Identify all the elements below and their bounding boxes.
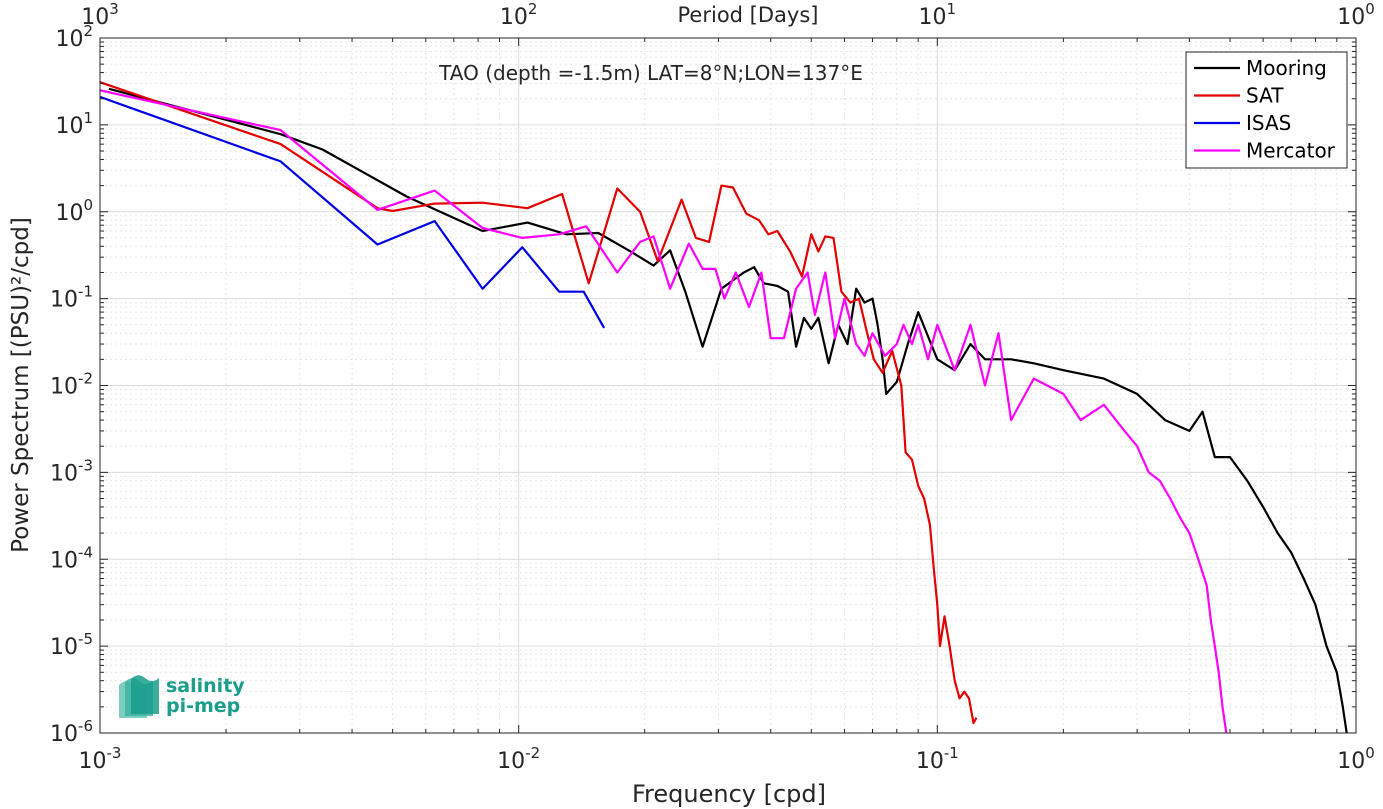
top-x-tick-label: 102 [500, 0, 538, 30]
series-line-mooring [108, 87, 1348, 734]
legend-box [1185, 51, 1348, 169]
top-x-tick-label: 100 [1337, 0, 1375, 30]
legend-label-sat: SAT [1246, 84, 1284, 108]
y-tick-label: 10-1 [50, 283, 93, 313]
y-tick-label: 10-4 [50, 543, 93, 573]
series-line-isas [99, 95, 606, 329]
series-line-sat [99, 81, 978, 725]
y-tick-label: 101 [55, 109, 93, 139]
x-tick-label: 100 [1337, 744, 1375, 774]
y-tick-label: 10-5 [50, 630, 93, 660]
logo-text-salinity: salinity [166, 675, 245, 697]
x-tick-label: 10-2 [497, 744, 540, 774]
legend-label-mooring: Mooring [1246, 56, 1327, 80]
top-x-axis-label: Period [Days] [678, 3, 819, 27]
y-tick-label: 100 [55, 196, 93, 226]
top-x-tick-label: 103 [81, 0, 119, 30]
y-tick-label: 10-2 [50, 370, 93, 400]
y-tick-label: 10-6 [50, 717, 93, 747]
x-tick-label: 10-1 [916, 744, 959, 774]
legend: Mooring SAT ISAS Mercator [1185, 51, 1348, 169]
legend-label-isas: ISAS [1246, 111, 1291, 135]
x-axis-label: Frequency [cpd] [632, 780, 826, 808]
y-tick-label: 10-3 [50, 456, 93, 486]
logo-text-pi-mep: pi-mep [166, 695, 240, 717]
salinity-pi-mep-logo: salinity pi-mep [119, 675, 245, 718]
chart-title: TAO (depth =-1.5m) LAT=8°N;LON=137°E [438, 61, 863, 85]
y-tick-label: 102 [55, 22, 93, 52]
tick-marks [99, 38, 1356, 734]
logo-waves-icon [119, 675, 159, 718]
y-axis-label: Power Spectrum [(PSU)²/cpd] [8, 217, 34, 553]
legend-label-mercator: Mercator [1246, 139, 1336, 163]
series-line-mercator [99, 89, 1228, 734]
x-tick-label: 10-3 [79, 744, 122, 774]
series-lines [99, 81, 1348, 734]
top-x-tick-label: 101 [919, 0, 957, 30]
